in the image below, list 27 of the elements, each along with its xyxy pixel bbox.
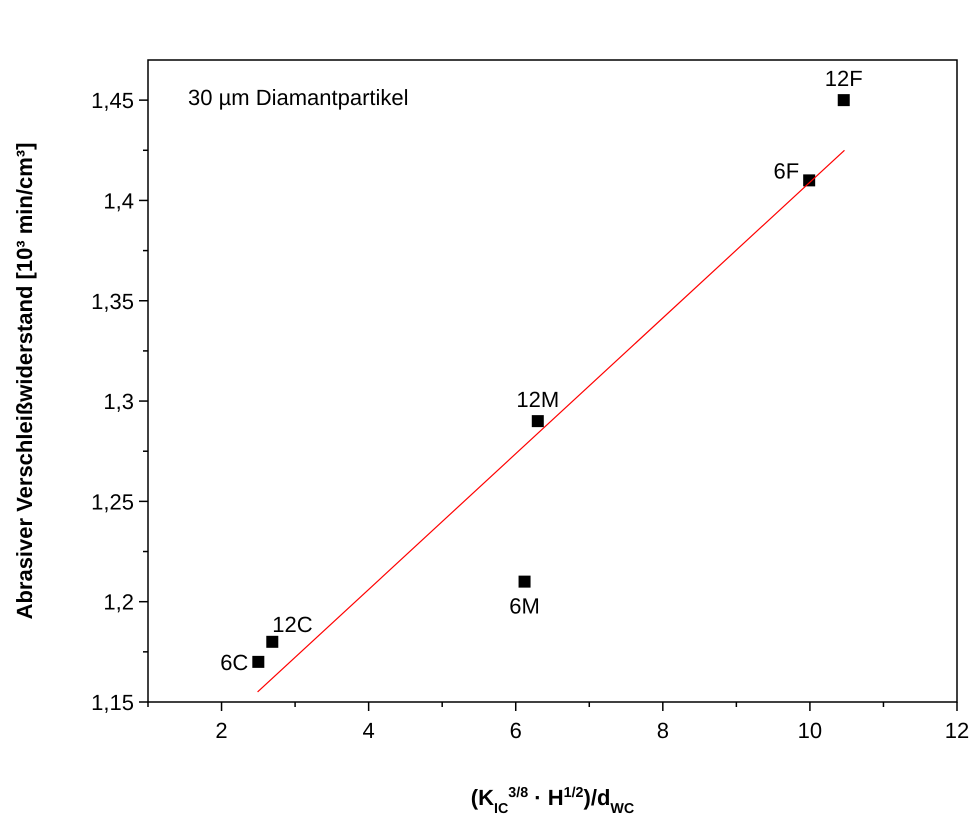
- point: [838, 94, 850, 106]
- annotation: 30 µm Diamantpartikel: [188, 85, 409, 110]
- y-tick-label: 1,45: [91, 88, 134, 114]
- x-tick-label: 10: [798, 718, 822, 743]
- point: [532, 415, 544, 428]
- x-tick-label: 8: [656, 718, 669, 743]
- y-tick-label: 1,25: [91, 489, 134, 514]
- annotation: 6C: [220, 650, 248, 675]
- y-axis-title: Abrasiver Verschleißwiderstand [10³ min/cm³]: [12, 142, 37, 620]
- annotation: 6M: [509, 594, 540, 619]
- x-axis-title: (K$_{IC}$$^{3/8}$ · H$^{1/2}$)/d$_{WC}$: [470, 785, 634, 817]
- annotation: 12M: [516, 387, 560, 412]
- x-tick-label: 12: [944, 718, 970, 743]
- x-tick-label: 4: [362, 718, 375, 743]
- y-tick-label: 1,35: [91, 288, 134, 314]
- x-tick-label: 2: [215, 718, 228, 743]
- y-tick-label: 1,2: [103, 590, 134, 615]
- point: [266, 636, 278, 648]
- annotation: 12F: [824, 66, 863, 92]
- y-tick-label: 1,3: [103, 389, 134, 414]
- annotation: 6F: [773, 158, 800, 184]
- x-tick-label: 6: [510, 718, 522, 743]
- annotation: 12C: [272, 612, 313, 637]
- point: [518, 576, 531, 588]
- point: [252, 656, 264, 668]
- y-tick-label: 1,4: [103, 188, 134, 214]
- y-tick-label: 1,15: [91, 690, 134, 715]
